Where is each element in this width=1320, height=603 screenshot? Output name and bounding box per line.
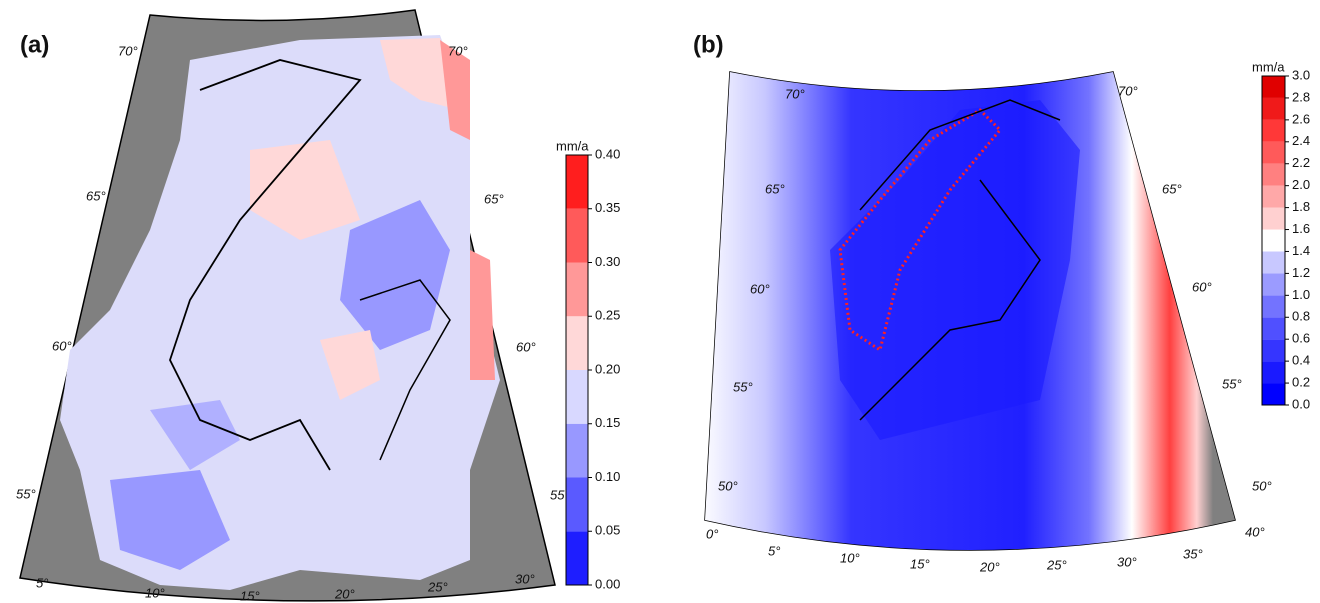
colorbar-label: 0.35 [595,200,620,215]
colorbar-label: 2.2 [1292,155,1310,170]
colorbar-label: 1.2 [1292,265,1310,280]
lat-label: 70° [118,43,138,58]
colorbar-label: 0.0 [1292,396,1310,411]
colorbar-band [566,424,588,478]
lon-label: 10° [145,585,165,600]
colorbar-label: 1.8 [1292,199,1310,214]
colorbar-band [1262,186,1285,208]
lat-label: 70° [785,86,805,101]
lat-label: 65° [484,191,504,206]
figure: (a) (b) 70° 65° 60° 55° 70° 65° 60° 55 5… [0,0,1320,603]
lat-label: 60° [52,338,72,353]
colorbar-band [1262,208,1285,230]
lat-label: 55 [550,487,565,502]
colorbar-band [1262,273,1285,295]
colorbar-label: 0.8 [1292,309,1310,324]
colorbar-label: 0.00 [595,576,620,591]
lon-label: 25° [1046,557,1067,572]
colorbar-band [1262,164,1285,186]
colorbar-label: 0.30 [595,254,620,269]
lon-label: 35° [1183,546,1203,561]
lat-label: 55° [733,379,753,394]
colorbar-band [1262,76,1285,98]
lon-label: 25° [427,579,448,594]
lon-label: 20° [979,559,1000,574]
colorbar-band [566,155,588,209]
panel-label: (b) [693,31,724,58]
colorbar-label: 2.6 [1292,111,1310,126]
lat-label: 65° [765,181,785,196]
lat-label: 60° [516,339,536,354]
colorbar-label: 0.2 [1292,375,1310,390]
lat-label: 65° [86,188,106,203]
lon-label: 10° [840,550,860,565]
colorbar-band [566,316,588,370]
colorbar-band [1262,98,1285,120]
colorbar-label: 0.15 [595,415,620,430]
colorbar-label: 2.0 [1292,177,1310,192]
colorbar-band [1262,230,1285,252]
lat-label: 50° [1252,478,1272,493]
panel-label: (a) [20,31,49,58]
colorbar-unit: mm/a [1252,59,1285,74]
colorbar-band [1262,383,1285,405]
lat-label: 50° [718,478,738,493]
colorbar-band [1262,339,1285,361]
lat-label: 55° [16,486,36,501]
map-b [700,60,1240,580]
colorbar-label: 0.40 [595,146,620,161]
lat-label: 60° [1192,279,1212,294]
lat-label: 65° [1162,181,1182,196]
lon-label: 5° [36,575,48,590]
colorbar-label: 0.20 [595,361,620,376]
lon-label: 15° [240,588,260,603]
lon-label: 30° [1117,554,1137,569]
colorbar-label: 0.4 [1292,353,1310,368]
colorbar-band [566,263,588,317]
colorbar-band [1262,142,1285,164]
lon-label: 20° [334,586,355,601]
colorbar-label: 0.10 [595,469,620,484]
colorbar-band [1262,361,1285,383]
colorbar-label: 2.4 [1292,133,1310,148]
colorbar-band [566,370,588,424]
lon-label: 5° [768,543,780,558]
colorbar-label: 0.05 [595,523,620,538]
colorbar-band [1262,120,1285,142]
lat-label: 70° [1118,83,1138,98]
colorbar-label: 0.25 [595,308,620,323]
colorbar-label: 1.4 [1292,243,1310,258]
colorbar-unit: mm/a [556,138,589,153]
colorbar-band [566,531,588,585]
lon-label: 30° [515,571,535,586]
colorbar-label: 2.8 [1292,89,1310,104]
colorbar-band [1262,295,1285,317]
map-a [20,10,555,601]
colorbar-band [1262,317,1285,339]
colorbar-band [1262,251,1285,273]
lon-label: 40° [1245,524,1265,539]
colorbar-label: 1.6 [1292,221,1310,236]
lon-label: 0° [706,526,718,541]
lat-label: 70° [448,43,468,58]
colorbar-label: 3.0 [1292,67,1310,82]
lat-label: 55° [1222,376,1242,391]
lat-label: 60° [750,281,770,296]
colorbar-band [566,209,588,263]
lon-label: 15° [910,556,930,571]
colorbar-label: 0.6 [1292,331,1310,346]
colorbar-band [566,478,588,532]
colorbar-label: 1.0 [1292,287,1310,302]
